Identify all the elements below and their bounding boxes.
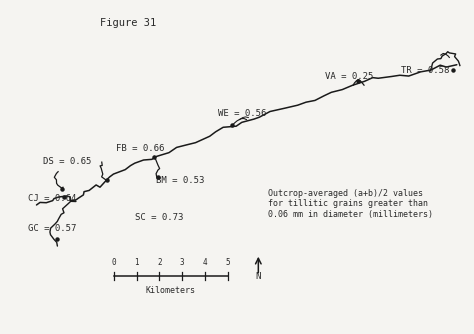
Text: 3: 3 [180,258,184,267]
Text: DS = 0.65: DS = 0.65 [43,158,91,166]
Text: BM = 0.53: BM = 0.53 [156,176,205,185]
Text: 4: 4 [202,258,207,267]
Text: WE = 0.56: WE = 0.56 [218,109,266,118]
Text: FB = 0.66: FB = 0.66 [116,144,164,153]
Text: Kilometers: Kilometers [146,286,196,295]
Text: 2: 2 [157,258,162,267]
Text: 0: 0 [111,258,116,267]
Text: CJ = 0.64: CJ = 0.64 [28,194,77,203]
Text: GC = 0.57: GC = 0.57 [28,224,77,233]
Text: 5: 5 [225,258,230,267]
Text: Figure 31: Figure 31 [100,18,156,28]
Text: SC = 0.73: SC = 0.73 [135,213,183,221]
Text: VA = 0.25: VA = 0.25 [325,72,373,81]
Text: 1: 1 [134,258,139,267]
Text: N: N [255,272,261,281]
Text: Outcrop-averaged (a+b)/2 values
for tillitic grains greater than
0.06 mm in diam: Outcrop-averaged (a+b)/2 values for till… [268,189,433,219]
Text: TR = 0.58: TR = 0.58 [401,66,449,74]
